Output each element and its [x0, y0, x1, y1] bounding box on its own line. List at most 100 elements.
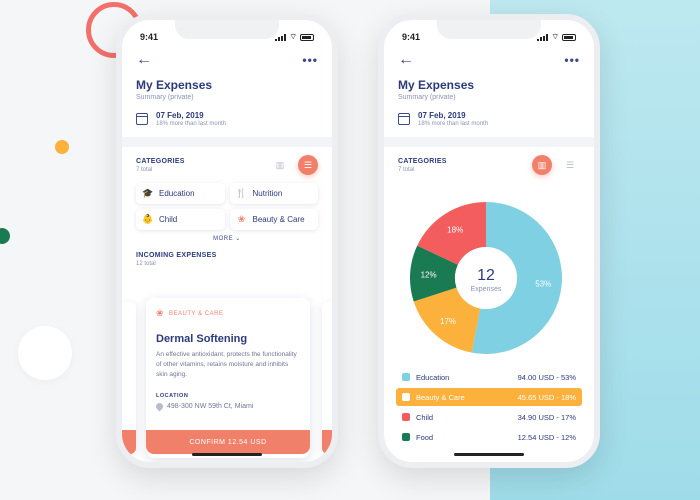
- category-label: Education: [159, 189, 195, 198]
- date-selector[interactable]: 07 Feb, 2019 18% more than last month: [398, 111, 580, 127]
- back-arrow-icon[interactable]: ←: [398, 51, 414, 68]
- view-toggle: ▥ ☰: [532, 155, 580, 175]
- top-nav: ← •••: [384, 50, 594, 70]
- battery-icon: [562, 33, 576, 41]
- legend-amount: 45.65 USD - 18%: [517, 392, 576, 402]
- decorative-dot-orange: [55, 140, 69, 154]
- legend-row-education[interactable]: Education 94.00 USD - 53%: [396, 368, 582, 386]
- donut-center: [455, 247, 517, 309]
- category-label: Child: [159, 215, 178, 224]
- legend-amount: 34.90 USD - 17%: [517, 412, 576, 422]
- list-view-icon[interactable]: ☰: [565, 159, 575, 170]
- screen-content: ← ••• My Expenses Summary (private) 07 F…: [384, 50, 594, 462]
- category-nutrition[interactable]: 🍴 Nutrition: [229, 183, 318, 204]
- more-button[interactable]: MORE ⌄: [213, 236, 241, 242]
- top-nav: ← •••: [122, 50, 332, 70]
- legend-name: Beauty & Care: [416, 392, 465, 402]
- decorative-dot-green: [0, 228, 10, 244]
- card-tag-label: BEAUTY & CARE: [169, 310, 224, 317]
- chart-legend: Education 94.00 USD - 53% Beauty & Care 45.…: [396, 368, 582, 448]
- confirm-button[interactable]: CONFIRM 12.54 USD: [146, 430, 310, 454]
- date-selector[interactable]: 07 Feb, 2019 18% more than last month: [136, 111, 318, 127]
- legend-name: Education: [416, 372, 450, 382]
- more-options-icon[interactable]: •••: [564, 53, 580, 67]
- categories-header: CATEGORIES 7 total ▥ ☰: [122, 147, 332, 175]
- legend-row-child[interactable]: Child 34.90 USD - 17%: [396, 408, 582, 426]
- chart-view-icon[interactable]: ▥: [275, 159, 285, 170]
- slice-label: 53%: [535, 279, 551, 288]
- donut-slice-food[interactable]: [410, 245, 458, 302]
- wifi-icon: ⌔: [289, 32, 297, 41]
- map-pin-icon: [154, 401, 165, 412]
- card-category-tag: ❀ BEAUTY & CARE: [156, 308, 300, 319]
- slice-label: 17%: [440, 317, 456, 326]
- date-comparison: 18% more than last month: [418, 121, 489, 127]
- legend-swatch: [402, 413, 410, 421]
- legend-row-beauty-care[interactable]: Beauty & Care 45.65 USD - 18%: [396, 388, 582, 406]
- status-bar: 9:41 ⌔: [384, 30, 594, 44]
- date-value: 07 Feb, 2019: [156, 111, 204, 120]
- donut-chart-svg: 53% 17% 12% 18% 12 Expenses: [410, 202, 562, 354]
- calendar-icon: [398, 113, 410, 125]
- incoming-title: INCOMING EXPENSES: [136, 252, 217, 259]
- page-subtitle: Summary (private): [398, 94, 456, 101]
- back-arrow-icon[interactable]: ←: [136, 51, 152, 68]
- location-label: LOCATION: [156, 393, 189, 400]
- confirm-button-next: [322, 430, 332, 454]
- lotus-icon: ❀: [237, 214, 246, 224]
- calendar-icon: [136, 113, 148, 125]
- page-subtitle: Summary (private): [136, 94, 194, 101]
- category-grid: 🎓 Education 🍴 Nutrition 👶 Child ❀ Beauty…: [122, 175, 332, 230]
- location-value: 498-300 NW 59th Ct, Miami: [167, 403, 254, 411]
- incoming-header: INCOMING EXPENSES 12 total: [122, 242, 332, 267]
- date-value: 07 Feb, 2019: [418, 111, 466, 120]
- legend-swatch: [402, 373, 410, 381]
- signal-icon: [537, 33, 549, 41]
- divider: [384, 137, 594, 147]
- expenses-donut-chart: 53% 17% 12% 18% 12 Expenses: [384, 198, 594, 358]
- status-time: 9:41: [140, 32, 159, 42]
- category-beauty-care[interactable]: ❀ Beauty & Care: [229, 209, 318, 230]
- stroller-icon: 👶: [142, 214, 154, 224]
- center-value: 12: [477, 267, 495, 284]
- donut-slice-child[interactable]: [417, 202, 486, 265]
- card-description: An effective antioxidant, protects the f…: [156, 351, 297, 378]
- wifi-icon: ⌔: [551, 32, 559, 41]
- previous-card[interactable]: [122, 302, 136, 452]
- confirm-button-prev: [122, 430, 136, 454]
- categories-title: CATEGORIES: [136, 157, 185, 165]
- expense-carousel: ❀ BEAUTY & CARE Dermal Softening An effe…: [122, 298, 332, 458]
- status-time: 9:41: [402, 32, 421, 42]
- legend-name: Food: [416, 432, 434, 442]
- list-view-icon[interactable]: ☰: [298, 155, 318, 175]
- incoming-count: 12 total: [136, 261, 156, 267]
- location-row: 498-300 NW 59th Ct, Miami: [154, 401, 300, 412]
- categories-count: 7 total: [398, 166, 415, 173]
- battery-icon: [300, 33, 314, 41]
- center-label: Expenses: [471, 286, 502, 293]
- legend-row-food[interactable]: Food 12.54 USD - 12%: [396, 428, 582, 446]
- slice-label: 18%: [447, 225, 463, 234]
- legend-name: Child: [416, 412, 434, 422]
- more-options-icon[interactable]: •••: [302, 53, 318, 67]
- home-indicator: [192, 453, 262, 456]
- categories-count: 7 total: [136, 166, 153, 173]
- phone-notch: [437, 20, 541, 39]
- page-title: My Expenses: [398, 78, 475, 92]
- signal-icon: [275, 33, 287, 41]
- categories-header: CATEGORIES 7 total ▥ ☰: [384, 147, 594, 175]
- category-education[interactable]: 🎓 Education: [136, 183, 225, 204]
- page-title: My Expenses: [136, 78, 213, 92]
- legend-amount: 94.00 USD - 53%: [517, 372, 576, 382]
- food-icon: 🍴: [235, 188, 248, 198]
- donut-slice-beauty-care[interactable]: [413, 287, 481, 353]
- chart-view-icon[interactable]: ▥: [532, 155, 552, 175]
- phone-chart-view: 9:41 ⌔ ← ••• My Expenses Summary (privat…: [378, 14, 600, 468]
- date-comparison: 18% more than last month: [156, 121, 227, 127]
- card-title: Dermal Softening: [156, 333, 248, 345]
- next-card[interactable]: [322, 302, 332, 452]
- phone-list-view: 9:41 ⌔ ← ••• My Expenses Summary (privat…: [116, 14, 338, 468]
- category-child[interactable]: 👶 Child: [136, 209, 225, 230]
- graduation-cap-icon: 🎓: [142, 188, 154, 198]
- donut-slice-education[interactable]: [471, 202, 562, 354]
